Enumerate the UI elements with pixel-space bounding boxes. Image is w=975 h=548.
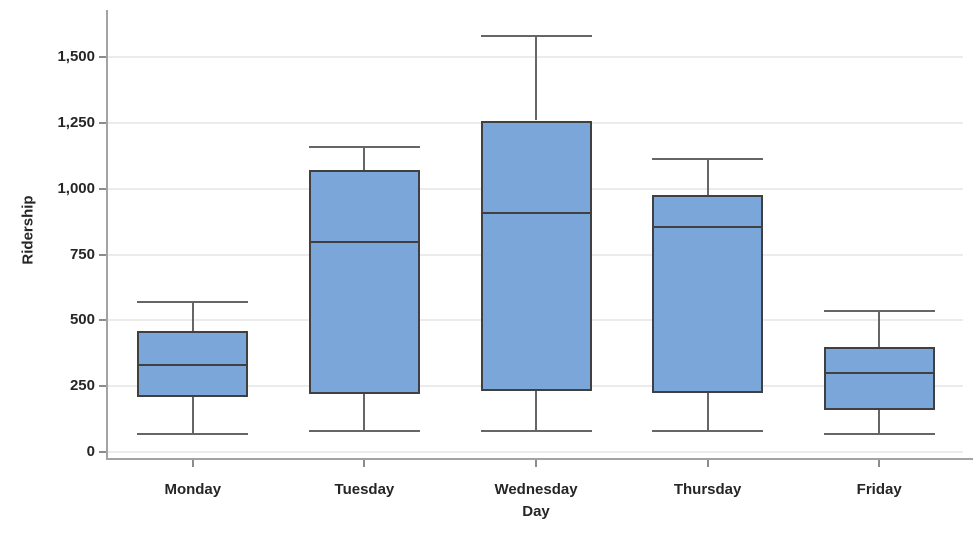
x-category-label: Thursday: [673, 481, 742, 498]
x-tick-mark: [363, 460, 366, 467]
box-whisker-cap-max: [823, 310, 935, 313]
box-whisker-lower-stem: [363, 394, 366, 431]
y-tick-mark: [99, 122, 107, 125]
box-whisker-cap-max: [480, 35, 592, 38]
boxplot-box: [823, 346, 935, 410]
y-tick-mark: [99, 319, 107, 322]
box-whisker-lower-stem: [706, 392, 709, 431]
box-whisker-cap-max: [652, 157, 764, 160]
y-tick-mark: [99, 385, 107, 388]
boxplot-box: [308, 170, 420, 395]
x-tick-mark: [878, 460, 881, 467]
box-median-line: [823, 372, 935, 375]
x-tick-mark: [706, 460, 709, 467]
box-whisker-cap-min: [137, 432, 249, 435]
box-whisker-cap-min: [652, 429, 764, 432]
y-axis-line: [106, 10, 108, 460]
box-whisker-cap-min: [308, 429, 420, 432]
x-category-label: Monday: [164, 481, 222, 498]
box-median-line: [480, 211, 592, 214]
box-whisker-lower-stem: [191, 396, 194, 434]
x-category-label: Friday: [856, 481, 902, 498]
box-whisker-lower-stem: [535, 391, 537, 431]
y-tick-mark: [99, 56, 107, 59]
x-category-label: Wednesday: [494, 481, 578, 498]
y-tick-label: 1,500: [57, 48, 95, 66]
box-median-line: [308, 240, 420, 243]
box-median-line: [137, 364, 249, 367]
box-whisker-cap-max: [137, 301, 249, 304]
y-tick-mark: [99, 451, 107, 453]
y-tick-mark: [99, 253, 107, 256]
boxplot-box: [480, 120, 592, 392]
boxplot-box: [652, 195, 764, 393]
y-gridline: [107, 451, 963, 453]
box-whisker-upper-stem: [535, 36, 537, 121]
x-tick-mark: [535, 460, 537, 467]
box-whisker-cap-min: [823, 432, 935, 435]
y-tick-label: 1,250: [57, 114, 95, 132]
y-tick-label: 1,000: [57, 179, 95, 197]
box-whisker-upper-stem: [191, 302, 194, 331]
box-whisker-upper-stem: [363, 146, 366, 171]
box-whisker-upper-stem: [706, 158, 709, 196]
y-tick-label: 0: [86, 443, 95, 460]
box-whisker-cap-min: [480, 429, 592, 432]
x-axis-title: Day: [522, 503, 550, 520]
y-axis-title: Ridership: [19, 195, 37, 265]
y-tick-label: 500: [69, 311, 95, 329]
y-tick-label: 250: [69, 377, 95, 395]
box-whisker-upper-stem: [878, 311, 881, 347]
box-whisker-lower-stem: [878, 409, 881, 434]
box-whisker-cap-max: [308, 145, 420, 148]
x-tick-mark: [191, 460, 194, 467]
x-axis-line: [106, 458, 973, 460]
boxplot-box: [137, 330, 249, 397]
x-category-label: Tuesday: [334, 481, 395, 498]
box-median-line: [652, 226, 764, 229]
y-tick-label: 750: [69, 245, 95, 263]
y-tick-mark: [99, 187, 107, 190]
